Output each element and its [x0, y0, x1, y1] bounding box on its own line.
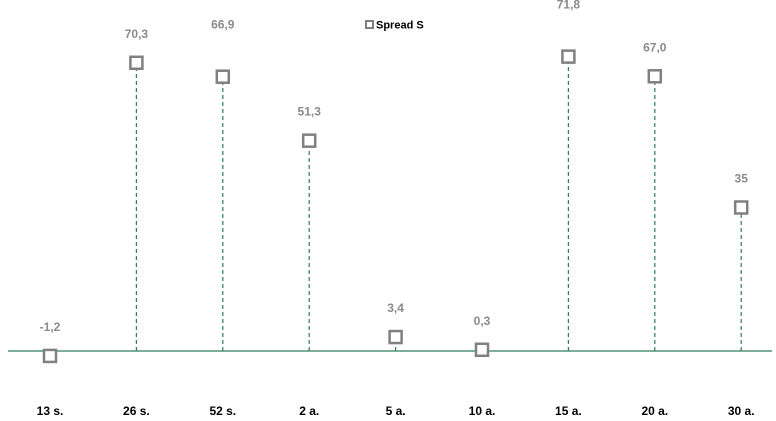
data-label: -1,2	[40, 320, 61, 334]
data-label: 0,3	[474, 314, 491, 328]
x-tick-label: 52 s.	[209, 404, 236, 418]
data-label: 3,4	[387, 301, 404, 315]
data-markers	[42, 49, 749, 364]
x-tick-label: 10 a.	[469, 404, 496, 418]
drop-lines	[135, 62, 742, 356]
data-point	[42, 348, 58, 364]
data-label: 67,0	[643, 40, 667, 54]
x-tick-label: 13 s.	[37, 404, 64, 418]
data-point	[474, 342, 490, 358]
x-tick-label: 15 a.	[555, 404, 582, 418]
x-tick-label: 20 a.	[641, 404, 668, 418]
data-label: 71,8	[557, 0, 581, 12]
legend-label: Spread S	[376, 20, 424, 32]
data-label: 66,9	[211, 18, 235, 32]
data-point	[301, 133, 317, 148]
data-point	[215, 69, 231, 84]
data-point	[129, 55, 144, 71]
x-tick-label: 30 a.	[728, 404, 755, 418]
data-point	[561, 49, 576, 64]
x-tick-labels: 13 s. 26 s. 52 s. 2 a. 5 a. 10 a. 15 a. 20 a. 30…	[37, 404, 755, 418]
legend-marker	[365, 20, 374, 29]
x-tick-label: 2 a.	[299, 404, 319, 418]
data-labels: -1,2 70,3 66,9 51,3 3,4 0,3 71,8 67,0 35	[40, 0, 749, 334]
data-point	[388, 329, 403, 345]
data-label: 51,3	[298, 105, 322, 119]
data-point	[733, 200, 749, 215]
data-label: 35	[735, 172, 749, 186]
data-point	[647, 69, 663, 84]
legend: Spread S	[365, 20, 424, 32]
x-tick-label: 5 a.	[386, 404, 406, 418]
data-label: 70,3	[125, 27, 149, 41]
x-tick-label: 26 s.	[123, 404, 150, 418]
